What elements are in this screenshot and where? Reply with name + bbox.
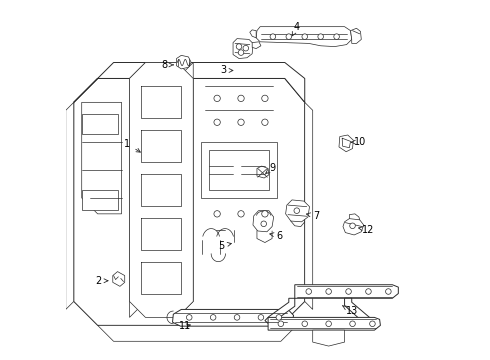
- Circle shape: [286, 34, 292, 39]
- Polygon shape: [113, 271, 125, 286]
- Text: 5: 5: [218, 241, 231, 251]
- Polygon shape: [129, 63, 193, 318]
- Circle shape: [262, 211, 268, 217]
- Polygon shape: [250, 30, 256, 38]
- Text: 10: 10: [351, 137, 367, 147]
- Polygon shape: [172, 310, 294, 326]
- Polygon shape: [233, 39, 253, 59]
- Circle shape: [243, 45, 248, 51]
- Circle shape: [386, 289, 391, 294]
- Circle shape: [214, 95, 220, 102]
- Circle shape: [258, 315, 264, 320]
- Circle shape: [214, 211, 220, 217]
- Polygon shape: [313, 330, 344, 346]
- Circle shape: [238, 211, 244, 217]
- Text: 2: 2: [96, 276, 108, 286]
- Text: 4: 4: [293, 22, 300, 36]
- Text: 11: 11: [179, 321, 192, 331]
- Polygon shape: [252, 42, 261, 49]
- Polygon shape: [253, 211, 274, 232]
- Circle shape: [366, 289, 371, 294]
- Polygon shape: [256, 27, 352, 46]
- Polygon shape: [82, 102, 122, 214]
- Circle shape: [262, 95, 268, 102]
- Circle shape: [262, 119, 268, 125]
- Polygon shape: [201, 142, 277, 198]
- Polygon shape: [209, 150, 269, 190]
- Circle shape: [276, 315, 282, 320]
- Polygon shape: [265, 298, 295, 323]
- Polygon shape: [66, 102, 74, 310]
- Polygon shape: [257, 166, 269, 178]
- Text: 7: 7: [306, 211, 319, 221]
- Polygon shape: [74, 78, 305, 325]
- Polygon shape: [305, 102, 313, 310]
- Circle shape: [306, 289, 312, 294]
- Text: 9: 9: [266, 163, 276, 174]
- Polygon shape: [176, 55, 191, 69]
- Circle shape: [238, 50, 244, 55]
- Circle shape: [326, 321, 331, 327]
- Polygon shape: [82, 114, 118, 134]
- Polygon shape: [268, 318, 380, 330]
- Circle shape: [278, 321, 284, 327]
- Polygon shape: [82, 190, 118, 210]
- Text: 13: 13: [343, 306, 358, 316]
- Text: 12: 12: [359, 225, 375, 235]
- Circle shape: [346, 289, 351, 294]
- Circle shape: [326, 289, 331, 294]
- Text: 3: 3: [220, 66, 233, 76]
- Circle shape: [236, 44, 242, 49]
- Circle shape: [238, 95, 244, 102]
- Circle shape: [294, 208, 299, 213]
- Text: 1: 1: [124, 139, 140, 152]
- Circle shape: [210, 315, 216, 320]
- Circle shape: [350, 223, 355, 229]
- Circle shape: [187, 315, 192, 320]
- Polygon shape: [129, 63, 146, 318]
- Polygon shape: [344, 298, 374, 325]
- Circle shape: [369, 321, 375, 327]
- Text: 8: 8: [162, 60, 173, 70]
- Circle shape: [238, 119, 244, 125]
- Text: 6: 6: [270, 231, 283, 241]
- Circle shape: [350, 321, 355, 327]
- Circle shape: [334, 34, 340, 39]
- Circle shape: [214, 119, 220, 125]
- Polygon shape: [98, 325, 297, 341]
- Polygon shape: [74, 63, 305, 102]
- Polygon shape: [295, 285, 398, 298]
- Circle shape: [234, 315, 240, 320]
- Polygon shape: [177, 63, 193, 318]
- Circle shape: [261, 221, 267, 226]
- Polygon shape: [286, 200, 310, 222]
- Circle shape: [302, 321, 308, 327]
- Circle shape: [302, 34, 308, 39]
- Circle shape: [318, 34, 323, 39]
- Polygon shape: [339, 135, 353, 152]
- Polygon shape: [350, 28, 361, 44]
- Polygon shape: [343, 219, 364, 235]
- Circle shape: [270, 34, 276, 39]
